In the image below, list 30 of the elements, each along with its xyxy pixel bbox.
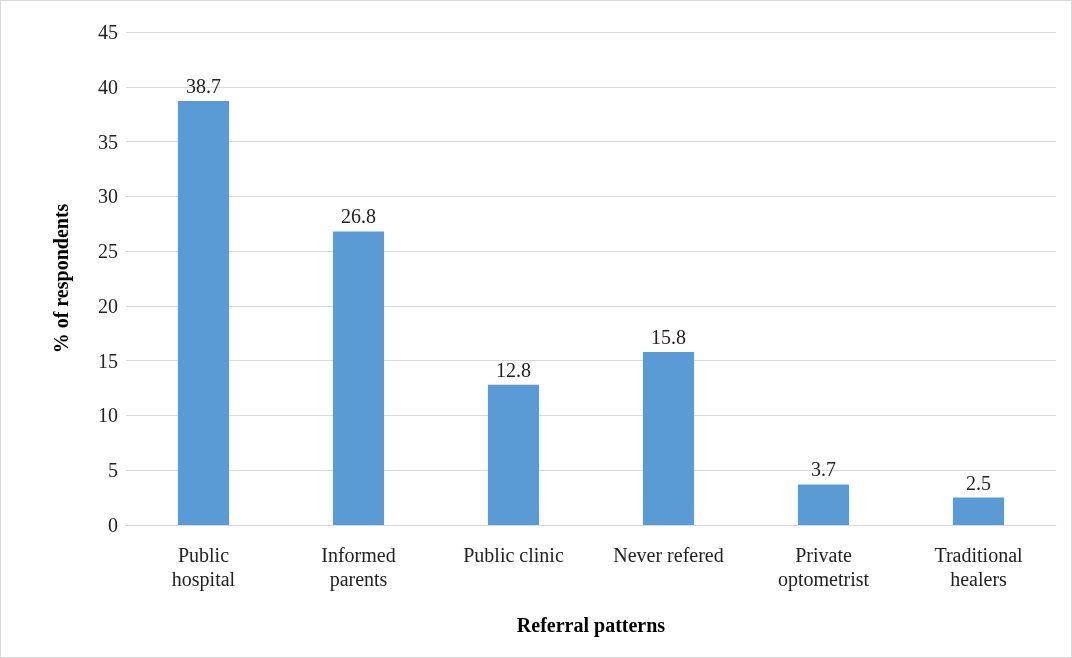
bar [797,484,850,525]
x-tick-label: Informed parents [321,544,396,591]
x-tick-label: Public hospital [171,544,236,591]
y-tick-label: 25 [98,240,118,263]
data-label: 15.8 [651,325,686,348]
y-tick-label: 20 [98,294,118,317]
data-label: 38.7 [186,75,221,98]
x-tick-label: Traditional healers [934,544,1024,590]
bar [487,384,540,525]
y-tick-label: 35 [98,130,118,153]
x-tick-label: Public clinic [463,544,564,566]
data-label: 26.8 [341,205,376,228]
bar [642,351,695,525]
y-tick-label: 10 [98,404,118,427]
data-label: 3.7 [811,458,836,481]
y-tick-label: 0 [108,514,118,536]
x-tick-label: Private optometrist [777,544,870,591]
bar [332,231,385,525]
x-axis-title: Referral patterns [516,614,666,637]
y-tick-label: 15 [98,349,118,372]
x-tick-label: Never refered [613,544,724,566]
y-tick-label: 40 [98,75,118,98]
y-tick-label: 45 [98,21,118,43]
bar [177,101,230,525]
y-axis-title: % of respondents [50,203,73,354]
data-label: 12.8 [496,358,531,381]
y-tick-label: 30 [98,185,118,208]
data-label: 2.5 [966,471,991,494]
bar [952,497,1005,525]
y-tick-label: 5 [108,459,118,482]
